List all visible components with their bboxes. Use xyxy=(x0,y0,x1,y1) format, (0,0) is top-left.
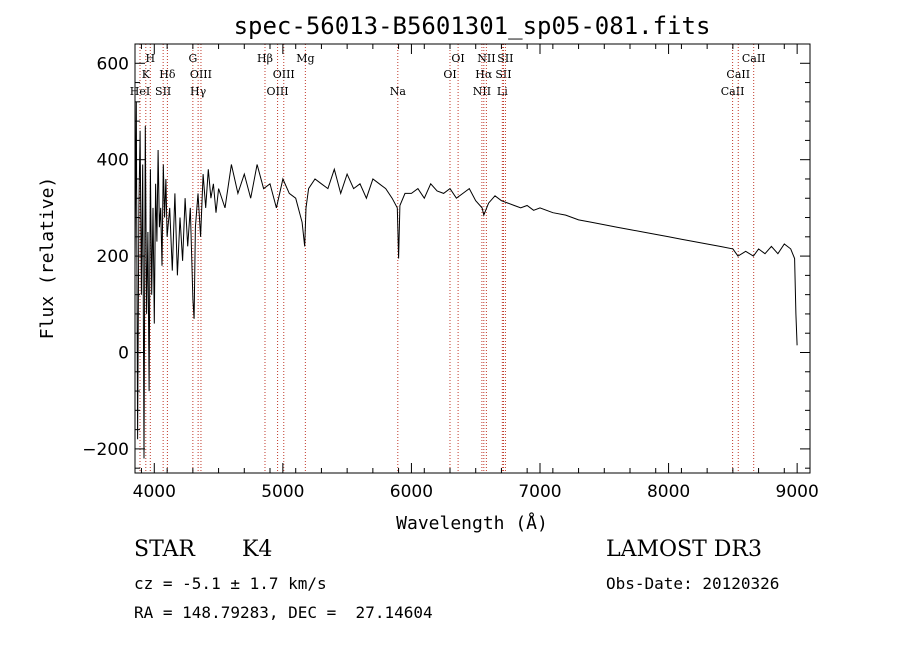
marker-label-16: Hα xyxy=(475,68,493,81)
x-tick-label-4: 8000 xyxy=(647,482,690,502)
marker-label-7: OIII xyxy=(190,68,212,81)
marker-label-5: G xyxy=(188,52,197,65)
object-subclass: K4 xyxy=(242,537,273,562)
y-tick-label-0: −200 xyxy=(82,440,129,460)
marker-label-22: CaII xyxy=(726,68,750,81)
marker-label-21: CaII xyxy=(721,85,745,98)
spectrum-line xyxy=(134,101,798,459)
marker-label-18: Li xyxy=(497,85,508,98)
redshift-velocity: cz = -5.1 ± 1.7 km/s xyxy=(134,574,327,593)
x-tick-label-2: 6000 xyxy=(390,482,433,502)
marker-label-4: Hδ xyxy=(159,68,176,81)
spectral-line-markers: HeIKHSIIHδGHγOIIIHβOIIIOIIIMgNaOIOINIIHα… xyxy=(130,44,766,473)
marker-label-2: H xyxy=(146,52,156,65)
marker-label-0: HeI xyxy=(130,85,150,98)
plot-frame xyxy=(134,43,811,474)
marker-label-14: OI xyxy=(451,52,464,65)
marker-label-11: Mg xyxy=(296,52,314,65)
marker-label-17: NII xyxy=(477,52,495,65)
marker-label-6: Hγ xyxy=(190,85,207,98)
marker-label-10: OIII xyxy=(273,68,295,81)
marker-label-8: Hβ xyxy=(257,52,273,65)
marker-label-13: OI xyxy=(443,68,456,81)
marker-label-1: K xyxy=(142,68,151,81)
marker-label-12: Na xyxy=(390,85,407,98)
coordinates: RA = 148.79283, DEC = 27.14604 xyxy=(134,603,433,622)
observation-date: Obs-Date: 20120326 xyxy=(606,574,780,593)
marker-label-15: NII xyxy=(473,85,491,98)
object-class: STAR xyxy=(134,537,195,562)
y-tick-label-2: 200 xyxy=(97,247,129,267)
marker-label-9: OIII xyxy=(267,85,289,98)
y-tick-label-4: 600 xyxy=(97,54,129,74)
axis-ticks: 4000 5000 6000 7000 8000 9000 −200 0 200 400 600 xyxy=(82,43,819,502)
chart-title: spec-56013-B5601301_sp05-081.fits xyxy=(234,12,711,40)
x-tick-label-1: 5000 xyxy=(261,482,304,502)
marker-label-20: SII xyxy=(497,52,513,65)
survey-name: LAMOST DR3 xyxy=(606,537,762,562)
y-tick-label-3: 400 xyxy=(97,151,129,171)
marker-label-19: SII xyxy=(495,68,511,81)
x-axis-label: Wavelength (Å) xyxy=(396,512,548,534)
x-tick-label-0: 4000 xyxy=(133,482,176,502)
x-tick-label-3: 7000 xyxy=(518,482,561,502)
y-tick-label-1: 0 xyxy=(118,343,129,363)
marker-label-3: SII xyxy=(155,85,171,98)
marker-label-23: CaII xyxy=(742,52,766,65)
y-axis-label: Flux (relative) xyxy=(37,177,58,340)
x-tick-label-5: 9000 xyxy=(776,482,819,502)
